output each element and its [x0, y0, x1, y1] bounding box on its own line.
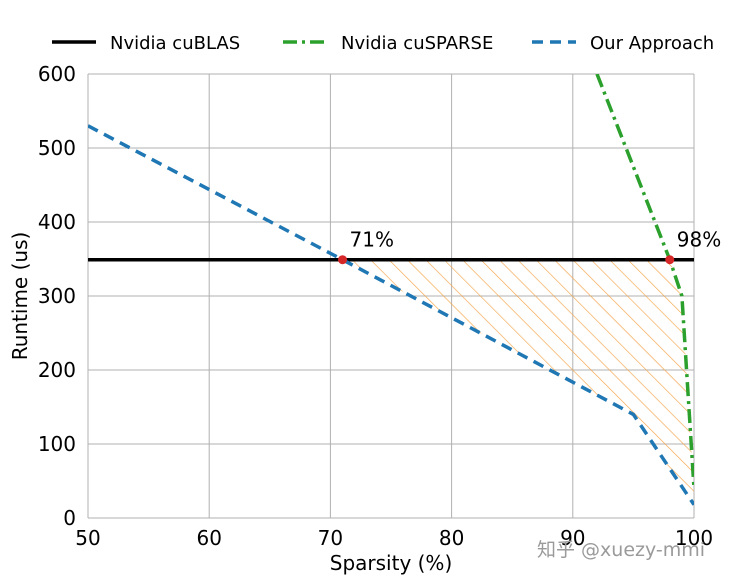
x-axis-title: Sparsity (%)	[330, 551, 453, 575]
intersection-marker	[338, 255, 348, 265]
x-tick-label: 70	[318, 526, 343, 550]
intersection-marker	[665, 255, 675, 265]
y-tick-label: 500	[38, 136, 76, 160]
series-lines	[88, 74, 694, 506]
x-tick-label: 100	[675, 526, 713, 550]
y-tick-label: 100	[38, 432, 76, 456]
y-axis-title: Runtime (us)	[8, 232, 32, 361]
y-tick-label: 400	[38, 210, 76, 234]
axis-titles: Sparsity (%) Runtime (us)	[8, 232, 452, 575]
hatched-area	[342, 259, 694, 505]
x-tick-label: 80	[439, 526, 464, 550]
watermark: 知乎 @xuezy-mmi	[537, 539, 705, 561]
x-tick-label: 90	[560, 526, 585, 550]
annotations: 71% 98%	[350, 228, 722, 252]
y-tick-label: 0	[63, 506, 76, 530]
legend-label: Our Approach	[590, 33, 714, 54]
intersection-markers	[338, 255, 675, 265]
annotation-label: 71%	[350, 228, 394, 252]
series-line-our-approach	[88, 124, 694, 506]
y-tick-label: 200	[38, 358, 76, 382]
legend: Nvidia cuBLAS Nvidia cuSPARSE Our Approach	[52, 33, 714, 54]
legend-label: Nvidia cuBLAS	[110, 33, 240, 54]
legend-label: Nvidia cuSPARSE	[341, 33, 493, 54]
x-tick-label: 60	[196, 526, 221, 550]
x-tick-label: 50	[75, 526, 100, 550]
series-line-nvidia-cusparse	[595, 74, 694, 489]
tick-labels: 50 60 70 80 90 100 0 100 200 300 400 500 600	[38, 62, 713, 550]
y-tick-label: 600	[38, 62, 76, 86]
hatched-region	[342, 259, 694, 505]
annotation-label: 98%	[677, 228, 721, 252]
y-tick-label: 300	[38, 284, 76, 308]
